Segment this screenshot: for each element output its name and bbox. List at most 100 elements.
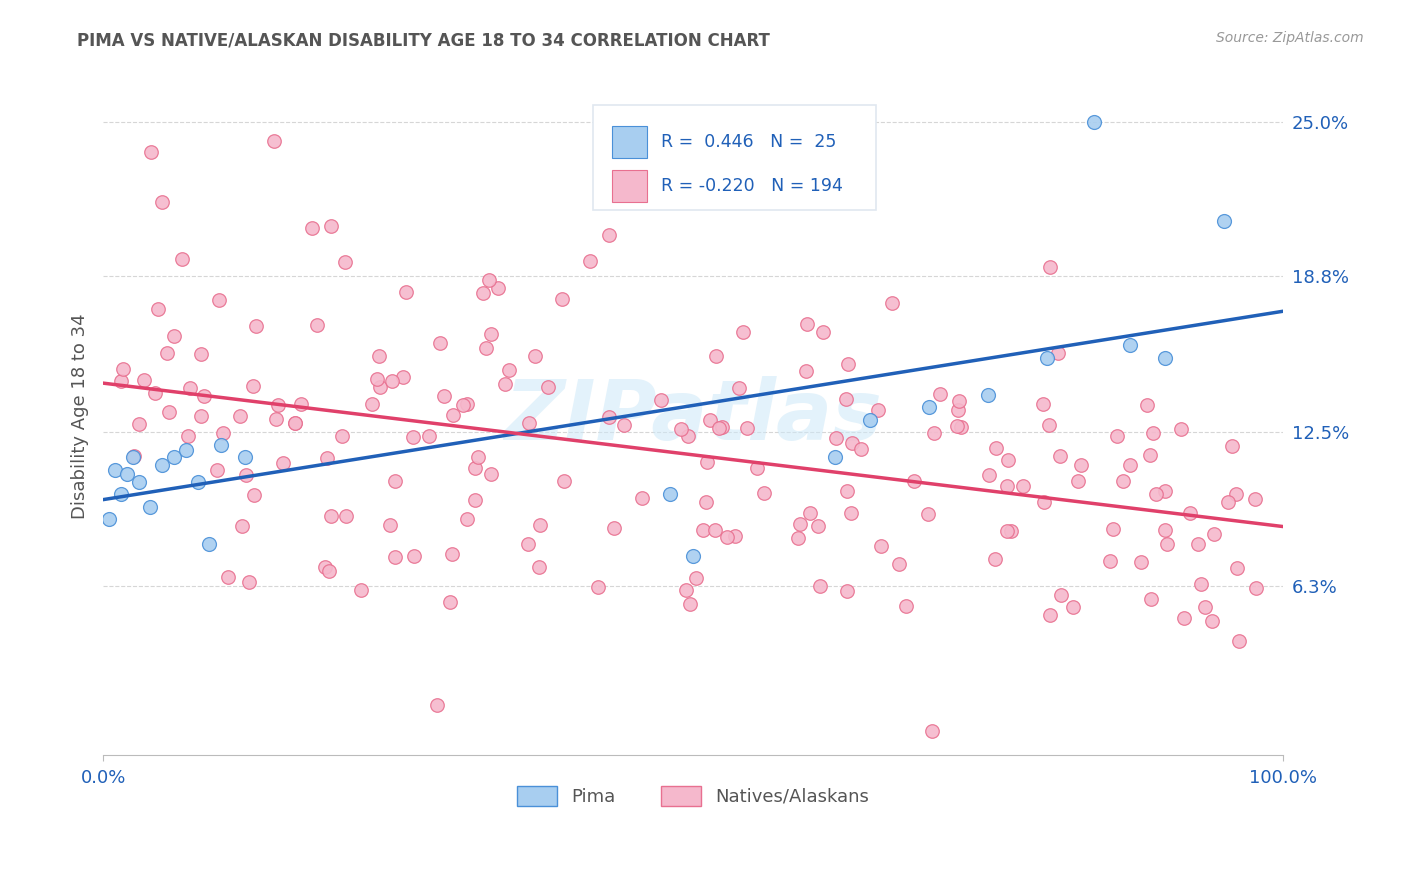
Point xyxy=(186,475,208,489)
Point xyxy=(384,549,406,564)
Y-axis label: Disability Age 18 to 34: Disability Age 18 to 34 xyxy=(72,313,89,519)
Point xyxy=(1032,397,1054,411)
Point xyxy=(837,484,859,499)
Point xyxy=(824,431,846,445)
Point xyxy=(402,430,425,444)
Point xyxy=(290,397,312,411)
Point xyxy=(139,500,162,514)
Point xyxy=(263,134,285,148)
Point xyxy=(1118,458,1140,472)
Point xyxy=(870,539,893,553)
Point xyxy=(238,574,260,589)
Point xyxy=(235,468,257,483)
Point xyxy=(429,336,451,351)
Point xyxy=(271,456,294,470)
Text: PIMA VS NATIVE/ALASKAN DISABILITY AGE 18 TO 34 CORRELATION CHART: PIMA VS NATIVE/ALASKAN DISABILITY AGE 18… xyxy=(77,31,770,49)
Point xyxy=(198,537,221,551)
Point xyxy=(1144,486,1167,500)
Point xyxy=(1119,338,1142,352)
Point xyxy=(128,417,150,431)
Point xyxy=(787,531,810,545)
Point xyxy=(859,413,882,427)
Point xyxy=(868,403,890,417)
Point xyxy=(1142,425,1164,440)
Point xyxy=(330,429,353,443)
Point xyxy=(1225,486,1247,500)
Point xyxy=(122,450,145,464)
Point xyxy=(128,475,150,489)
Point xyxy=(395,285,418,299)
Point xyxy=(1130,555,1153,569)
Point xyxy=(381,374,404,388)
Point xyxy=(245,318,267,333)
Point xyxy=(977,388,1000,402)
Point xyxy=(696,455,718,469)
Point xyxy=(997,453,1019,467)
Point xyxy=(471,285,494,300)
Point xyxy=(735,420,758,434)
Point xyxy=(808,579,831,593)
Point xyxy=(333,255,356,269)
Point xyxy=(849,442,872,456)
Point xyxy=(727,381,749,395)
Point xyxy=(1216,494,1239,508)
Point xyxy=(1173,611,1195,625)
Point xyxy=(441,408,464,422)
Point xyxy=(1156,536,1178,550)
Point xyxy=(190,347,212,361)
Point xyxy=(464,460,486,475)
Point xyxy=(172,252,194,266)
Point xyxy=(242,488,264,502)
Point xyxy=(404,549,426,563)
Point xyxy=(284,416,307,430)
Point xyxy=(658,487,681,501)
Point xyxy=(207,462,229,476)
Point xyxy=(692,523,714,537)
Bar xyxy=(612,126,647,158)
Point xyxy=(392,369,415,384)
Point xyxy=(1033,495,1056,509)
Point xyxy=(368,380,391,394)
Point xyxy=(603,521,626,535)
Point xyxy=(335,508,357,523)
Point xyxy=(578,254,600,268)
Point xyxy=(1000,524,1022,538)
Point xyxy=(1112,474,1135,488)
Point xyxy=(384,474,406,488)
Point xyxy=(837,357,859,371)
Point xyxy=(150,194,173,209)
Point xyxy=(675,582,697,597)
Point xyxy=(928,387,950,401)
Point xyxy=(1062,600,1084,615)
Point xyxy=(1099,554,1122,568)
Point xyxy=(789,516,811,531)
Point xyxy=(882,296,904,310)
Point xyxy=(752,486,775,500)
Point xyxy=(524,349,547,363)
Point xyxy=(984,441,1007,455)
Point xyxy=(157,404,180,418)
Point xyxy=(104,462,127,476)
Point xyxy=(841,435,863,450)
Point xyxy=(1049,450,1071,464)
Point xyxy=(1083,115,1105,129)
Point xyxy=(796,363,818,377)
Point xyxy=(1066,474,1088,488)
Point xyxy=(134,373,156,387)
Point xyxy=(731,325,754,339)
Point xyxy=(1213,214,1236,228)
Point xyxy=(478,273,501,287)
Point xyxy=(319,219,342,234)
Text: R = -0.220   N = 194: R = -0.220 N = 194 xyxy=(661,177,844,194)
Point xyxy=(156,345,179,359)
Point xyxy=(1246,581,1268,595)
Point xyxy=(494,376,516,391)
Point xyxy=(1194,599,1216,614)
Point xyxy=(360,397,382,411)
Point xyxy=(193,389,215,403)
Point xyxy=(586,580,609,594)
Point xyxy=(1204,527,1226,541)
Point xyxy=(177,428,200,442)
Point xyxy=(796,318,818,332)
Point xyxy=(418,428,440,442)
